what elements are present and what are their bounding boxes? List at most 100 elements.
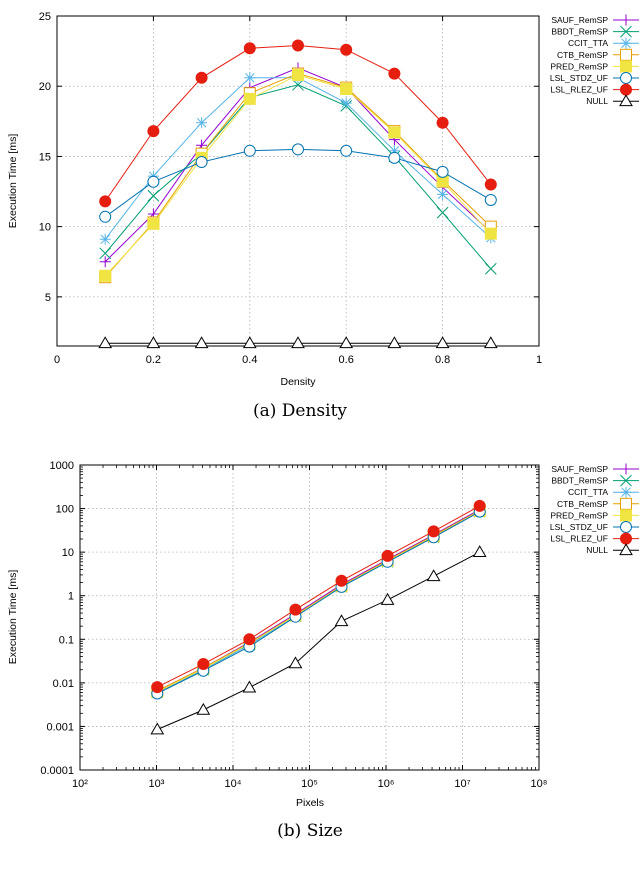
data-point [484,178,497,191]
legend-label: LSL_STDZ_UF [550,73,608,83]
x-tick-label: 0.8 [435,354,450,366]
data-point [195,156,208,169]
data-point [484,262,497,275]
data-point [436,165,449,178]
series-lsl-rlez-uf [99,39,497,208]
legend-marker [620,509,632,522]
y-tick-label: 20 [39,81,51,93]
legend-marker [620,60,632,73]
data-point [99,247,112,260]
data-point [427,525,440,538]
y-tick-label: 0.001 [46,721,74,733]
x-axis-label: Density [280,376,316,388]
legend-label: SAUF_RemSP [551,464,608,474]
y-axis-label: Execution Time [ms] [7,570,19,665]
legend-entry: CCIT_TTA [568,37,639,49]
data-point [147,125,160,138]
data-point [388,126,401,139]
data-point [99,195,112,208]
legend-label: CCIT_TTA [568,487,608,497]
data-point [194,336,209,349]
chart-caption: (a) Density [253,401,347,421]
data-point [335,574,348,587]
series-pred-remsp [99,68,497,282]
data-point [196,117,208,129]
legend-marker [620,25,632,38]
series-lines [98,39,498,349]
x-tick-label: 10⁵ [301,778,318,790]
data-point [147,217,160,230]
data-point [147,189,160,202]
legend-entry: SAUF_RemSP [551,14,639,26]
legend-label: NULL [586,545,608,555]
series-line [104,74,492,277]
legend-marker [620,474,632,487]
y-ticks: 0.0001 0.001 0.01 0.1 1 10 100 1000 [40,460,539,777]
legend-marker [619,543,633,556]
y-tick-label: 25 [39,11,51,23]
legend-entry: CTB_RemSP [557,48,639,61]
legend-label: SAUF_RemSP [551,15,608,25]
data-point [146,336,161,349]
y-tick-label: 0.0001 [40,765,74,777]
legend-entry: NULL [586,543,639,556]
x-tick-label: 10⁷ [454,778,470,790]
data-point [197,658,210,671]
legend-entry: SAUF_RemSP [551,463,639,475]
data-point [437,188,449,200]
data-point [388,67,401,80]
data-point [98,336,113,349]
data-point [473,499,486,512]
data-point [150,722,165,735]
legend-label: BBDT_RemSP [551,27,608,37]
chart-caption: (b) Size [277,821,343,841]
data-point [151,681,164,694]
legend-entry: PRED_RemSP [550,60,639,73]
legend-label: CCIT_TTA [568,38,608,48]
data-point [436,116,449,129]
x-ticks: 0 0.2 0.4 0.6 0.8 1 [54,16,542,366]
data-point [340,97,352,109]
density-chart: 0 0.2 0.4 0.6 0.8 1 5 10 15 20 25 SAUF_RemSP BBDT_… [7,11,639,421]
data-point [99,233,111,245]
x-tick-label: 1 [536,354,542,366]
legend-entry: CTB_RemSP [557,497,639,510]
legend-entry: BBDT_RemSP [551,25,639,38]
data-point [99,269,112,282]
legend-marker [620,521,632,533]
legend-entry: PRED_RemSP [550,509,639,522]
legend-label: PRED_RemSP [550,61,608,71]
legend-label: BBDT_RemSP [551,476,608,486]
legend-label: CTB_RemSP [557,499,608,509]
legend-entry: LSL_RLEZ_UF [550,532,639,545]
legend-label: LSL_STDZ_UF [550,522,608,532]
data-point [387,336,402,349]
x-tick-label: 10⁸ [531,778,548,790]
data-point [472,545,487,558]
series-line [157,511,480,694]
legend-entry: BBDT_RemSP [551,474,639,487]
legend-label: PRED_RemSP [550,510,608,520]
legend-label: CTB_RemSP [557,50,608,60]
legend-label: LSL_RLEZ_UF [550,534,608,544]
data-point [243,92,256,105]
data-point [99,210,112,223]
legend-marker [620,486,632,498]
series-line [157,505,480,688]
x-tick-label: 0.4 [242,354,257,366]
data-point [243,633,256,646]
series-line [157,551,480,730]
legend-marker [620,37,632,49]
series-line [104,148,492,218]
legend-entry: LSL_STDZ_UF [550,521,639,533]
legend-label: NULL [586,96,608,106]
data-point [243,42,256,55]
data-point [426,569,441,582]
data-point [147,175,160,188]
data-point [484,227,497,240]
y-tick-label: 1000 [50,460,74,472]
series-lsl-rlez-uf [151,499,486,694]
data-point [484,193,497,206]
legend-marker [620,14,632,26]
